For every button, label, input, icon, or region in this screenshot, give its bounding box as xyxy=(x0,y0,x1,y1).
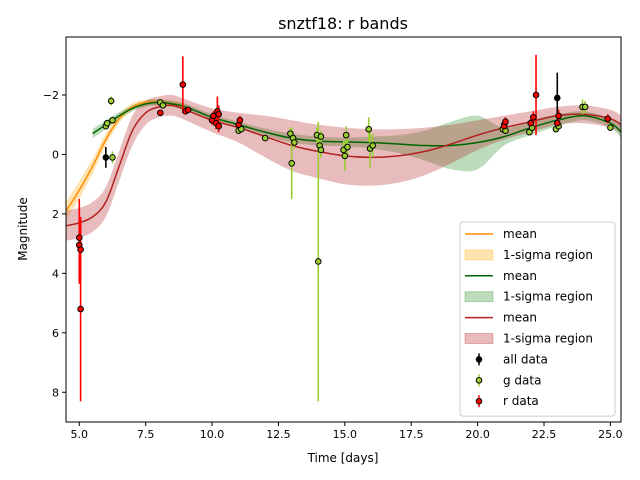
g-data-point xyxy=(109,116,116,124)
y-tick-label: 8 xyxy=(52,386,59,399)
legend-label: mean xyxy=(503,311,537,325)
legend-label: g data xyxy=(503,373,541,387)
g-data-point xyxy=(369,142,377,149)
g-data-point xyxy=(314,258,322,265)
g-data-point xyxy=(288,160,296,167)
r-data-point xyxy=(532,91,540,99)
legend-label: mean xyxy=(503,269,537,283)
y-tick-label: 0 xyxy=(52,148,59,161)
g-data-point xyxy=(159,102,167,109)
y-tick-label: 2 xyxy=(52,208,59,221)
legend-label: 1-sigma region xyxy=(503,290,593,304)
g-data-point xyxy=(344,143,351,151)
x-tick-label: 22.5 xyxy=(532,428,557,441)
legend-label: r data xyxy=(503,394,539,408)
chart-title: snztf18: r bands xyxy=(278,14,408,33)
legend-marker-handle xyxy=(475,397,483,405)
x-tick-label: 7.5 xyxy=(137,428,155,441)
legend-patch-handle xyxy=(464,249,494,261)
g-data-point xyxy=(317,133,325,140)
x-tick-label: 5.0 xyxy=(71,428,89,441)
r-data-point xyxy=(527,119,535,127)
sigma-region-1 xyxy=(92,99,622,172)
y-axis-label: Magnitude xyxy=(16,197,30,261)
data-markers xyxy=(75,81,614,313)
g-data-point xyxy=(607,124,614,131)
y-tick-label: −2 xyxy=(43,89,59,102)
x-axis-label: Time [days] xyxy=(307,451,379,465)
sigma-regions xyxy=(66,94,622,241)
g-data-point xyxy=(365,125,373,133)
legend-box xyxy=(459,221,616,417)
r-data-point xyxy=(502,118,509,126)
g-data-point xyxy=(103,119,111,127)
g-data-point xyxy=(291,139,298,146)
sigma-region-2 xyxy=(66,94,621,241)
legend-label: mean xyxy=(503,227,537,241)
legend-label: all data xyxy=(503,352,548,366)
x-tick-label: 25.0 xyxy=(598,428,623,441)
r-data-point xyxy=(555,112,562,120)
r-data-point xyxy=(77,246,84,253)
legend-label: 1-sigma region xyxy=(503,332,593,346)
legend-marker-handle xyxy=(475,356,483,363)
x-tick-label: 10.0 xyxy=(200,428,225,441)
g-data-point xyxy=(341,152,349,160)
all-data-point xyxy=(102,154,110,161)
legend: mean 1-sigma region mean 1-sigma region mean… xyxy=(459,221,616,417)
r-data-point xyxy=(236,116,244,124)
x-tick-label: 15.0 xyxy=(333,428,358,441)
g-data-point xyxy=(107,97,115,105)
y-tick-label: 4 xyxy=(52,267,59,280)
g-data-point xyxy=(109,154,116,161)
plot-frame xyxy=(65,36,622,423)
r-data-point xyxy=(553,119,561,127)
r-data-point xyxy=(179,81,187,88)
g-data-point xyxy=(581,103,589,111)
r-data-point xyxy=(184,106,192,114)
legend-patch-handle xyxy=(464,291,494,303)
x-tick-label: 20.0 xyxy=(465,428,490,441)
all-data-point xyxy=(553,94,561,102)
x-tick-label: 12.5 xyxy=(266,428,291,441)
x-tick-label: 17.5 xyxy=(399,428,424,441)
g-data-point xyxy=(342,131,350,139)
g-data-point xyxy=(317,146,325,154)
g-data-point xyxy=(261,134,269,142)
r-data-point xyxy=(75,234,83,241)
y-tick-label: 6 xyxy=(52,327,59,340)
r-data-point xyxy=(530,113,537,121)
legend-label: 1-sigma region xyxy=(503,248,593,262)
legend-patch-handle xyxy=(464,333,494,344)
r-data-point xyxy=(156,109,164,117)
r-data-point xyxy=(77,305,84,313)
axis-ticks: 5.0 7.5 10.0 12.5 15.0 17.5 20.0 22.5 25.0 −2 0 2 4 6… xyxy=(43,89,623,441)
r-data-point xyxy=(604,115,612,123)
r-data-point xyxy=(215,110,222,118)
r-data-point xyxy=(215,122,222,130)
legend-marker-handle xyxy=(475,377,483,384)
